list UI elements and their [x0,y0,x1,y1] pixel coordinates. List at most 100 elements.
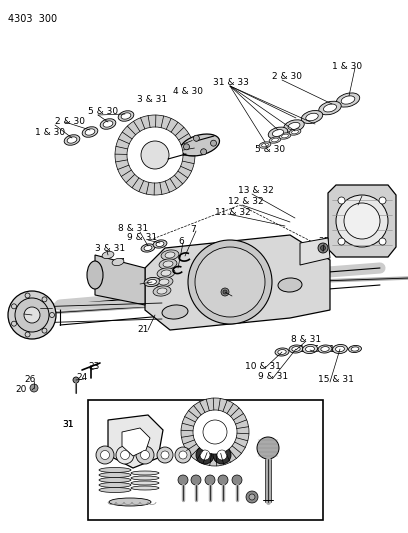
Ellipse shape [121,113,131,119]
Text: 24: 24 [76,373,87,382]
Ellipse shape [324,104,337,112]
Ellipse shape [155,277,173,287]
Circle shape [338,197,345,204]
Ellipse shape [306,346,315,352]
Ellipse shape [156,241,164,247]
Circle shape [115,115,195,195]
Ellipse shape [278,350,286,354]
Text: 4303  300: 4303 300 [8,14,57,24]
Ellipse shape [180,134,220,156]
Ellipse shape [268,127,288,139]
Circle shape [257,437,279,459]
Text: 31: 31 [62,420,73,429]
Ellipse shape [301,110,323,124]
Circle shape [195,247,265,317]
Ellipse shape [141,244,155,252]
Circle shape [379,197,386,204]
Circle shape [179,451,187,459]
Ellipse shape [163,261,173,267]
Ellipse shape [289,129,301,135]
Ellipse shape [269,137,281,143]
Circle shape [127,127,183,183]
Ellipse shape [272,138,278,142]
Text: 13 & 32: 13 & 32 [238,186,274,195]
Ellipse shape [341,96,355,104]
Ellipse shape [131,476,159,480]
Text: 21: 21 [137,325,149,334]
Ellipse shape [351,347,359,351]
Circle shape [100,450,109,459]
Ellipse shape [102,252,114,259]
Ellipse shape [157,268,175,278]
Ellipse shape [262,143,268,147]
Ellipse shape [282,134,288,138]
Text: 20: 20 [15,385,27,394]
Bar [88,400,323,520]
Ellipse shape [131,486,159,490]
Circle shape [211,140,217,146]
Circle shape [196,446,214,464]
Circle shape [120,450,129,459]
Ellipse shape [259,142,271,148]
Ellipse shape [289,345,303,353]
Circle shape [15,298,49,332]
Circle shape [178,475,188,485]
Text: 27: 27 [14,307,25,316]
Ellipse shape [144,277,160,287]
Ellipse shape [144,245,152,251]
Text: 8 & 31: 8 & 31 [291,335,321,344]
Text: 20: 20 [223,290,234,299]
Polygon shape [328,185,396,257]
Circle shape [30,384,38,392]
Circle shape [344,203,380,239]
Ellipse shape [336,93,360,107]
Text: 3 & 31: 3 & 31 [137,95,167,104]
Circle shape [218,475,228,485]
Circle shape [379,238,386,245]
Circle shape [193,135,200,141]
Text: 5 & 30: 5 & 30 [255,145,285,154]
Ellipse shape [85,129,95,135]
Ellipse shape [99,482,131,488]
Ellipse shape [288,123,300,130]
Text: 11 & 32: 11 & 32 [215,208,251,217]
Ellipse shape [157,288,167,294]
Text: 7: 7 [118,258,124,267]
Text: 1 & 30: 1 & 30 [332,62,362,71]
Ellipse shape [109,498,151,506]
Text: 2 & 30: 2 & 30 [55,117,85,126]
Circle shape [217,450,227,460]
Circle shape [246,491,258,503]
Circle shape [203,420,227,444]
Ellipse shape [67,137,77,143]
Ellipse shape [275,348,289,356]
Ellipse shape [153,240,167,248]
Ellipse shape [333,344,348,353]
Text: 3 & 31: 3 & 31 [95,244,125,253]
Ellipse shape [159,279,169,285]
Ellipse shape [99,467,131,472]
Circle shape [223,290,227,294]
Circle shape [141,141,169,169]
Text: 19 & 31: 19 & 31 [299,345,335,354]
Text: 4 & 30: 4 & 30 [173,87,203,96]
Ellipse shape [99,472,131,478]
Ellipse shape [153,286,171,296]
Ellipse shape [159,259,177,269]
Ellipse shape [162,139,202,161]
Circle shape [336,195,388,247]
Ellipse shape [99,488,131,492]
Ellipse shape [87,261,103,289]
Circle shape [321,246,326,251]
Circle shape [136,446,154,464]
Text: 10 & 31: 10 & 31 [245,362,281,371]
Ellipse shape [302,344,317,353]
Ellipse shape [319,101,341,115]
Circle shape [338,238,345,245]
Circle shape [249,494,255,500]
Circle shape [8,291,56,339]
Ellipse shape [279,133,291,139]
Ellipse shape [64,135,80,146]
Polygon shape [95,255,145,305]
Text: 2 & 30: 2 & 30 [272,72,302,81]
